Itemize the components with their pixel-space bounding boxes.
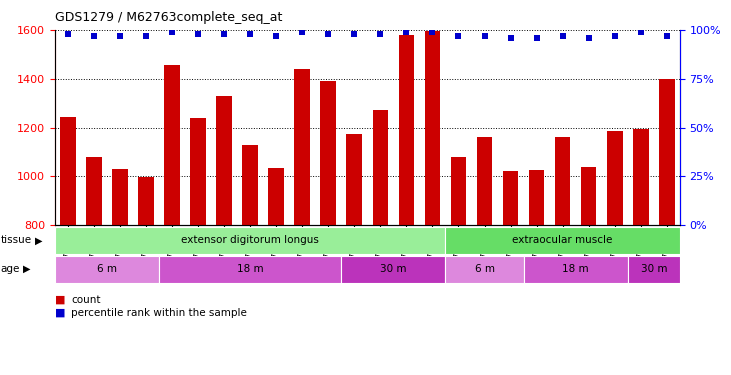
Bar <box>477 137 492 225</box>
Text: age: age <box>1 264 20 274</box>
Point <box>531 35 542 41</box>
Bar <box>633 129 648 225</box>
Text: ▶: ▶ <box>23 264 31 274</box>
Bar <box>60 117 75 225</box>
Bar <box>242 145 258 225</box>
Bar <box>216 96 232 225</box>
Point <box>452 33 464 39</box>
Bar <box>159 256 341 283</box>
Text: 18 m: 18 m <box>562 264 589 274</box>
Text: count: count <box>71 295 100 304</box>
Point <box>635 29 647 35</box>
Text: ■: ■ <box>55 295 69 304</box>
Bar <box>523 256 628 283</box>
Bar <box>581 166 596 225</box>
Point <box>166 29 178 35</box>
Bar <box>138 177 154 225</box>
Point <box>296 29 308 35</box>
Point <box>244 31 256 37</box>
Point <box>374 31 386 37</box>
Point <box>88 33 99 39</box>
Bar <box>445 256 523 283</box>
Point <box>583 35 594 41</box>
Point <box>270 33 282 39</box>
Point <box>609 33 621 39</box>
Text: 18 m: 18 m <box>237 264 263 274</box>
Bar <box>295 69 310 225</box>
Point <box>322 31 334 37</box>
Point <box>661 33 673 39</box>
Bar <box>164 65 180 225</box>
Text: 30 m: 30 m <box>380 264 406 274</box>
Bar <box>112 169 128 225</box>
Text: ▶: ▶ <box>35 236 42 245</box>
Point <box>349 31 360 37</box>
Bar <box>445 227 680 254</box>
Bar <box>55 256 159 283</box>
Bar <box>659 79 675 225</box>
Bar <box>607 131 623 225</box>
Point <box>479 33 491 39</box>
Bar <box>503 171 518 225</box>
Bar <box>320 81 336 225</box>
Bar <box>55 227 445 254</box>
Text: 30 m: 30 m <box>640 264 667 274</box>
Point <box>62 31 74 37</box>
Bar <box>341 256 445 283</box>
Text: extensor digitorum longus: extensor digitorum longus <box>181 236 319 245</box>
Bar <box>190 118 206 225</box>
Point <box>504 35 516 41</box>
Point <box>192 31 204 37</box>
Bar <box>346 134 362 225</box>
Bar <box>555 137 570 225</box>
Text: GDS1279 / M62763complete_seq_at: GDS1279 / M62763complete_seq_at <box>55 11 282 24</box>
Bar <box>450 157 466 225</box>
Bar <box>373 110 388 225</box>
Text: 6 m: 6 m <box>474 264 494 274</box>
Text: tissue: tissue <box>1 236 32 245</box>
Point <box>140 33 152 39</box>
Point <box>401 29 412 35</box>
Point <box>219 31 230 37</box>
Text: extraocular muscle: extraocular muscle <box>512 236 613 245</box>
Bar <box>268 168 284 225</box>
Point <box>114 33 126 39</box>
Text: 6 m: 6 m <box>97 264 117 274</box>
Bar <box>398 35 414 225</box>
Bar <box>86 157 102 225</box>
Bar <box>529 170 545 225</box>
Bar <box>425 31 440 225</box>
Point <box>557 33 569 39</box>
Text: ■: ■ <box>55 308 69 318</box>
Point <box>427 29 439 35</box>
Text: percentile rank within the sample: percentile rank within the sample <box>71 308 247 318</box>
Bar <box>628 256 680 283</box>
